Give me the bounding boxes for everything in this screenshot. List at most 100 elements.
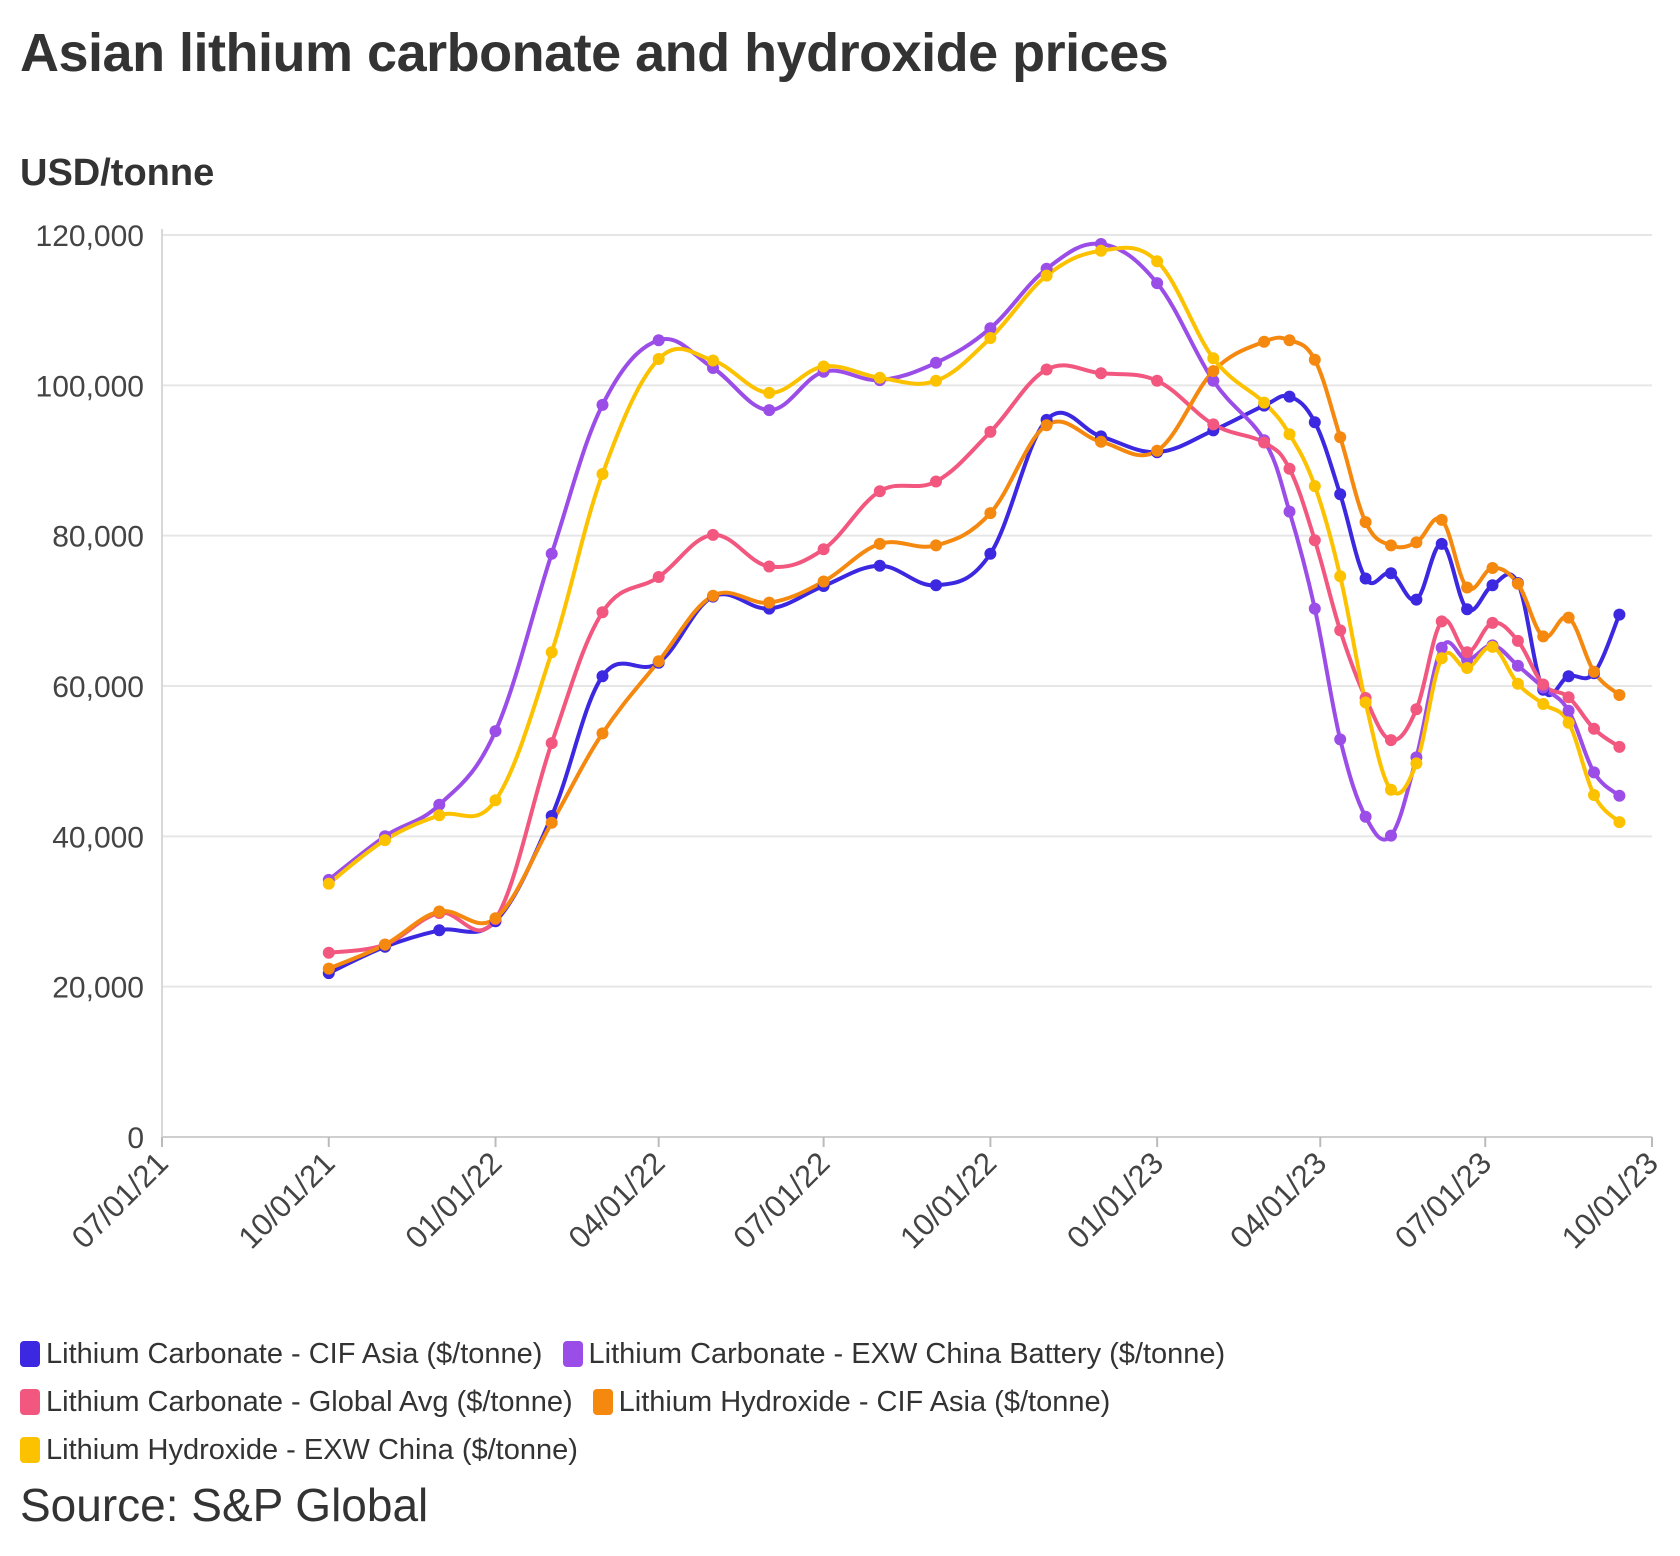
data-point bbox=[817, 360, 830, 373]
line-chart: 0 20,000 40,000 60,000 80,000 100,000 120,000 0… bbox=[36, 220, 1665, 1255]
data-point bbox=[1334, 570, 1347, 583]
series-lines bbox=[326, 241, 1622, 976]
legend-item-carbonate-exw-china-battery: Lithium Carbonate - EXW China Battery ($… bbox=[562, 1332, 1225, 1376]
legend-label: Lithium Hydroxide - CIF Asia ($/tonne) bbox=[618, 1386, 1111, 1418]
y-tick-label: 80,000 bbox=[52, 521, 144, 554]
x-tick-label: 07/01/21 bbox=[65, 1145, 175, 1255]
data-point bbox=[1385, 567, 1397, 580]
data-point bbox=[1207, 365, 1220, 378]
data-point bbox=[1486, 640, 1499, 653]
data-point bbox=[1207, 418, 1220, 431]
y-tick-label: 40,000 bbox=[52, 821, 144, 854]
data-point bbox=[1486, 579, 1499, 592]
data-point bbox=[596, 727, 609, 740]
data-point bbox=[596, 468, 609, 480]
data-point bbox=[1151, 444, 1164, 457]
data-point bbox=[1613, 689, 1626, 701]
data-point bbox=[1613, 608, 1626, 621]
y-tick-label: 60,000 bbox=[52, 671, 144, 704]
data-point bbox=[545, 816, 558, 829]
legend-item-hydroxide-cif-asia: Lithium Hydroxide - CIF Asia ($/tonne) bbox=[592, 1380, 1111, 1424]
data-point bbox=[1308, 534, 1321, 547]
data-point bbox=[1435, 615, 1448, 628]
data-point bbox=[1537, 698, 1550, 710]
chart-title: Asian lithium carbonate and hydroxide pr… bbox=[20, 23, 1169, 83]
data-point bbox=[1334, 431, 1347, 444]
data-point bbox=[817, 575, 830, 588]
data-point bbox=[433, 924, 446, 937]
data-point bbox=[1435, 537, 1448, 550]
data-point bbox=[433, 809, 446, 822]
data-point bbox=[1613, 789, 1626, 802]
legend-item-carbonate-global-avg: Lithium Carbonate - Global Avg ($/tonne) bbox=[20, 1380, 573, 1424]
data-point bbox=[1258, 335, 1271, 348]
data-point bbox=[1385, 539, 1397, 552]
data-point bbox=[1562, 611, 1575, 624]
series-points bbox=[322, 238, 1626, 980]
legend-swatch bbox=[20, 1341, 40, 1367]
legend-item-carbonate-cif-asia: Lithium Carbonate - CIF Asia ($/tonne) bbox=[20, 1332, 542, 1376]
data-point bbox=[596, 398, 609, 411]
data-point bbox=[1359, 696, 1372, 709]
data-point bbox=[1385, 734, 1397, 747]
data-point bbox=[1511, 634, 1524, 647]
data-point bbox=[1562, 691, 1575, 704]
y-tick-label: 0 bbox=[127, 1122, 144, 1155]
data-point bbox=[1095, 435, 1107, 448]
data-point bbox=[1486, 562, 1499, 574]
data-point bbox=[652, 571, 665, 583]
data-point bbox=[545, 737, 558, 750]
x-tick-label: 07/01/23 bbox=[1388, 1145, 1498, 1255]
data-point bbox=[489, 725, 502, 738]
data-point bbox=[545, 646, 558, 659]
data-point bbox=[763, 386, 776, 399]
data-point bbox=[1151, 255, 1164, 268]
data-point bbox=[1410, 757, 1423, 770]
data-point bbox=[1283, 505, 1296, 518]
data-point bbox=[1359, 516, 1372, 529]
data-point bbox=[1410, 703, 1423, 716]
data-point bbox=[1613, 740, 1626, 753]
gridlines bbox=[161, 229, 1652, 1138]
data-point bbox=[930, 475, 942, 488]
data-point bbox=[1385, 783, 1397, 796]
data-point bbox=[1588, 789, 1600, 801]
data-point bbox=[1461, 581, 1474, 594]
data-point bbox=[1511, 577, 1524, 590]
data-point bbox=[1040, 269, 1053, 282]
data-point bbox=[489, 912, 502, 925]
data-point bbox=[1385, 829, 1397, 842]
data-point bbox=[322, 962, 335, 975]
data-point bbox=[1334, 733, 1347, 746]
data-point bbox=[984, 322, 997, 335]
data-point bbox=[1258, 396, 1271, 409]
data-point bbox=[1283, 390, 1296, 403]
x-tick-label: 10/01/22 bbox=[893, 1145, 1003, 1255]
legend-item-hydroxide-exw-china: Lithium Hydroxide - EXW China ($/tonne) bbox=[20, 1428, 578, 1472]
data-point bbox=[984, 547, 997, 560]
legend-swatch bbox=[20, 1389, 40, 1415]
data-point bbox=[984, 332, 997, 344]
data-point bbox=[1040, 419, 1053, 432]
data-point bbox=[1562, 670, 1575, 683]
data-point bbox=[379, 834, 391, 847]
x-tick-label: 01/01/22 bbox=[398, 1145, 508, 1255]
chart-legend: Lithium Carbonate - CIF Asia ($/tonne) L… bbox=[20, 1332, 1580, 1476]
data-point bbox=[1562, 704, 1575, 717]
data-point bbox=[1410, 593, 1423, 606]
series-line-3 bbox=[326, 363, 1622, 955]
data-point bbox=[596, 670, 609, 683]
legend-swatch bbox=[592, 1389, 613, 1415]
data-point bbox=[1095, 367, 1107, 380]
data-point bbox=[1207, 374, 1220, 387]
data-point bbox=[433, 905, 446, 918]
legend-row: Lithium Carbonate - CIF Asia ($/tonne) L… bbox=[20, 1332, 1580, 1380]
source-note: Source: S&P Global bbox=[20, 1479, 429, 1531]
data-point bbox=[873, 537, 886, 550]
legend-label: Lithium Hydroxide - EXW China ($/tonne) bbox=[46, 1434, 578, 1466]
data-point bbox=[1334, 624, 1347, 637]
legend-swatch bbox=[20, 1437, 40, 1463]
data-point bbox=[652, 334, 665, 347]
data-point bbox=[707, 528, 719, 541]
data-point bbox=[1435, 652, 1448, 665]
